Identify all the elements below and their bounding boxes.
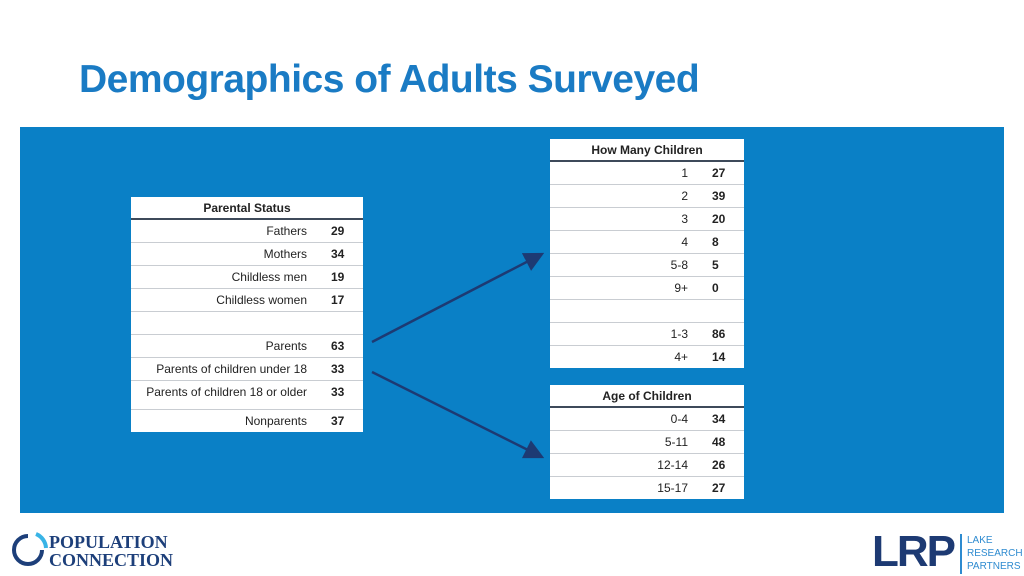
lrp-logo-divider (960, 534, 962, 574)
row-value: 17 (317, 288, 363, 312)
logo-line: POPULATION (49, 532, 168, 552)
row-label: 5-11 (550, 430, 698, 454)
row-label: Fathers (131, 219, 317, 243)
row-label: 4 (550, 230, 698, 254)
logo-line: CONNECTION (49, 550, 174, 570)
row-value: 33 (317, 380, 363, 410)
row-label: 0-4 (550, 407, 698, 431)
row-label: 4+ (674, 350, 688, 364)
arrow-to-age-of-children (371, 370, 545, 459)
lrp-logo-text: LAKE RESEARCH PARTNERS (967, 534, 1023, 573)
row-value: 20 (698, 207, 744, 231)
row-value: 37 (331, 414, 345, 428)
row-label: 12-14 (550, 453, 698, 477)
table-row: 3 20 (550, 207, 744, 231)
lrp-logo-mark: LRP (872, 527, 956, 576)
row-value (317, 311, 363, 335)
table-row: Childless men 19 (131, 265, 363, 289)
row-value: 39 (698, 184, 744, 208)
row-value (698, 299, 744, 323)
table-row: 12-14 26 (550, 453, 744, 477)
row-label: 9+ (550, 276, 698, 300)
row-label: 3 (550, 207, 698, 231)
logo-line: RESEARCH (967, 548, 1023, 559)
table-row: Parents 63 (131, 334, 363, 358)
table-row: 4+ 14 (550, 346, 744, 369)
table-row (131, 311, 363, 335)
table-header: Age of Children (550, 385, 744, 408)
logo-line: LAKE (967, 535, 993, 546)
row-value: 14 (712, 350, 726, 364)
parental-status-table: Parental Status Fathers 29 Mothers 34 Chil… (131, 197, 363, 432)
row-value: 48 (698, 430, 744, 454)
row-value: 27 (712, 481, 726, 495)
row-label: 2 (550, 184, 698, 208)
table-row: 9+ 0 (550, 276, 744, 300)
row-value: 26 (698, 453, 744, 477)
table-header: Parental Status (131, 197, 363, 220)
table-row: Mothers 34 (131, 242, 363, 266)
row-label (550, 299, 698, 323)
table-row: 5-11 48 (550, 430, 744, 454)
table-row: 0-4 34 (550, 407, 744, 431)
table-row: 1-3 86 (550, 322, 744, 346)
row-label: Parents of children under 18 (131, 357, 317, 381)
population-connection-logo-text: POPULATION CONNECTION (49, 533, 173, 569)
row-value: 27 (698, 161, 744, 185)
row-label: 1 (550, 161, 698, 185)
row-label: Nonparents (244, 414, 307, 428)
table-row: 15-17 27 (550, 477, 744, 500)
row-label: 5-8 (550, 253, 698, 277)
table-row: 5-8 5 (550, 253, 744, 277)
table-header: How Many Children (550, 139, 744, 162)
row-value: 34 (698, 407, 744, 431)
row-value: 34 (317, 242, 363, 266)
population-connection-logo-icon (12, 532, 48, 566)
row-label (131, 311, 317, 335)
row-label: Childless women (131, 288, 317, 312)
row-label: Childless men (131, 265, 317, 289)
row-value: 5 (698, 253, 744, 277)
table-row (550, 299, 744, 323)
row-value: 86 (698, 322, 744, 346)
age-of-children-table: Age of Children 0-4 34 5-11 48 12-14 26 15-… (550, 385, 744, 499)
row-label: Mothers (131, 242, 317, 266)
row-value: 19 (317, 265, 363, 289)
row-value: 8 (698, 230, 744, 254)
row-label: Parents (131, 334, 317, 358)
row-label: Parents of children 18 or older (131, 380, 317, 410)
row-label: 1-3 (550, 322, 698, 346)
table-row: 2 39 (550, 184, 744, 208)
table-row: Parents of children under 18 33 (131, 357, 363, 381)
row-value: 63 (317, 334, 363, 358)
row-label: 15-17 (657, 481, 688, 495)
row-value: 29 (317, 219, 363, 243)
row-value: 33 (317, 357, 363, 381)
table-row: Fathers 29 (131, 219, 363, 243)
table-row: Childless women 17 (131, 288, 363, 312)
table-row: Nonparents 37 (131, 410, 363, 433)
logo-line: PARTNERS (967, 561, 1021, 572)
table-row: Parents of children 18 or older 33 (131, 380, 363, 410)
page-title: Demographics of Adults Surveyed (79, 58, 700, 101)
row-value: 0 (698, 276, 744, 300)
arrow-to-how-many-children (371, 252, 545, 344)
table-row: 1 27 (550, 161, 744, 185)
